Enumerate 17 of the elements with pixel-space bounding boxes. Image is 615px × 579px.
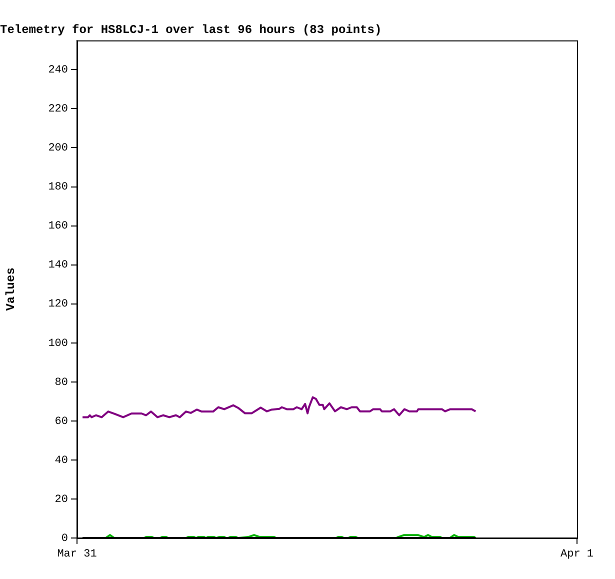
y-tick-label: 160 [48, 220, 68, 233]
y-tick-label: 0 [61, 532, 68, 545]
y-tick-label: 80 [54, 376, 68, 389]
y-tick-label: 20 [54, 494, 68, 506]
y-tick-label: 120 [48, 298, 68, 311]
y-tick-label: 240 [48, 64, 68, 77]
y-tick-label: 40 [54, 454, 68, 467]
y-tick-label: 200 [48, 142, 68, 155]
y-tick-label: 60 [54, 416, 68, 428]
y-tick-label: 180 [48, 182, 68, 194]
chart-title: Telemetry for HS8LCJ-1 over last 96 hours (83 points) [0, 23, 382, 38]
x-tick-label: Apr 1 [560, 548, 594, 561]
y-tick-label: 140 [48, 260, 68, 272]
x-tick-label: Mar 31 [57, 548, 98, 561]
y-axis-title: Values [4, 268, 18, 311]
y-tick-label: 100 [48, 338, 68, 350]
y-tick-label: 220 [48, 104, 68, 116]
